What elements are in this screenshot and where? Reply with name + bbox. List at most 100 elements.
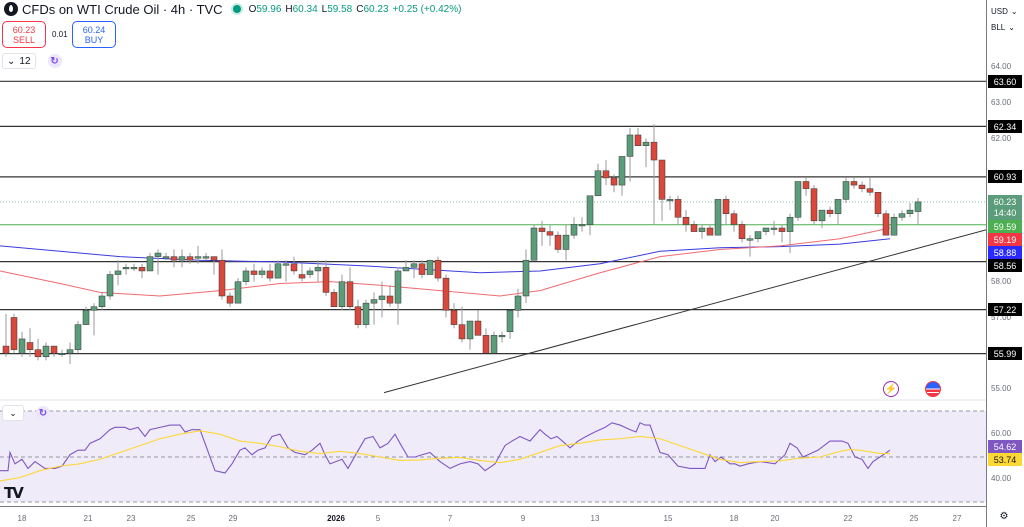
ohlc-values: O59.96 H60.34 L59.58 C60.23 +0.25 (+0.42… [248, 3, 462, 15]
price-tick: 64.00 [991, 62, 1012, 71]
bullish-candle [146, 256, 154, 272]
bearish-candle [386, 295, 394, 304]
bearish-candle [322, 267, 330, 293]
symbol-title[interactable]: CFDs on WTI Crude Oil · 4h · TVC [22, 1, 223, 17]
time-label: 27 [952, 514, 962, 523]
bearish-candle [138, 267, 146, 272]
time-label: 22 [843, 514, 853, 523]
bearish-candle [682, 217, 690, 225]
bullish-candle [586, 195, 594, 225]
bullish-candle [770, 227, 778, 230]
ascending-trendline [383, 229, 986, 394]
indicators-row: ⌄ 12 ↻ [2, 53, 62, 69]
time-label: 29 [228, 514, 238, 523]
bearish-candle [634, 134, 642, 146]
rsi-line [0, 422, 891, 474]
time-label: 9 [520, 514, 526, 523]
bearish-candle [418, 263, 426, 275]
bullish-candle [466, 320, 474, 340]
time-label: 18 [729, 514, 739, 523]
bearish-candle [866, 188, 874, 193]
bullish-candle [58, 352, 66, 355]
bullish-candle [258, 270, 266, 275]
bearish-candle [218, 259, 226, 297]
bullish-candle [490, 335, 498, 354]
rsi-refresh-cycle-icon[interactable]: ↻ [36, 406, 50, 420]
bullish-candle [642, 141, 650, 146]
bearish-candle [210, 256, 218, 261]
time-label: 25 [186, 514, 196, 523]
bearish-candle [10, 317, 18, 350]
market-open-status-icon [232, 5, 241, 13]
bullish-candle [114, 270, 122, 275]
tradingview-logo[interactable]: TV [4, 484, 24, 502]
bullish-candle [906, 209, 914, 214]
bullish-candle [378, 295, 386, 300]
bearish-candle [2, 345, 10, 354]
bullish-candle [714, 199, 722, 236]
chevron-down-icon: ⌄ [1010, 6, 1018, 16]
bearish-candle [882, 213, 890, 236]
sell-button[interactable]: 60.23 SELL [2, 21, 46, 48]
us-flag-event-icon[interactable] [925, 381, 941, 397]
price-chart[interactable] [0, 0, 986, 507]
bearish-candle [874, 191, 882, 214]
rsi-pane-toggle[interactable]: ⌄ [2, 405, 24, 421]
bearish-candle [50, 345, 58, 354]
bullish-candle [666, 199, 674, 202]
rsi-tick: 40.00 [991, 474, 1012, 483]
bearish-candle [610, 177, 618, 186]
bullish-candle [66, 349, 74, 354]
bearish-candle [706, 227, 714, 236]
time-label: 18 [17, 514, 27, 523]
bearish-candle [330, 292, 338, 307]
bearish-candle [554, 234, 562, 250]
price-tick: 58.00 [991, 277, 1012, 286]
rsi-ma-label: 53.74 [988, 453, 1022, 466]
bearish-candle [538, 227, 546, 232]
level-label: 62.34 [988, 120, 1022, 133]
time-label: 7 [447, 514, 453, 523]
indicators-toggle[interactable]: ⌄ 12 [2, 53, 36, 69]
symbol-header: CFDs on WTI Crude Oil · 4h · TVC O59.96 … [4, 1, 461, 17]
oil-drop-icon [4, 2, 18, 16]
bearish-candle [778, 227, 786, 232]
ma-label-green: 59.59 [988, 220, 1022, 233]
unit-dropdown[interactable]: BLL ⌄ [991, 22, 1015, 32]
currency-dropdown[interactable]: USD ⌄ [991, 6, 1018, 16]
bullish-candle [410, 263, 418, 268]
bearish-candle [722, 199, 730, 214]
bearish-candle [858, 184, 866, 189]
bullish-candle [818, 209, 826, 222]
bearish-candle [450, 310, 458, 325]
bullish-candle [842, 181, 850, 200]
bullish-candle [426, 259, 434, 275]
level-label: 60.93 [988, 170, 1022, 183]
trade-panel: 60.23 SELL 0.01 60.24 BUY [2, 21, 116, 48]
bullish-candle [178, 256, 186, 261]
bearish-candle [346, 281, 354, 307]
settings-gear-icon[interactable]: ⚙ [999, 511, 1009, 522]
level-label: 63.60 [988, 75, 1022, 88]
bullish-candle [154, 252, 162, 257]
refresh-cycle-icon[interactable]: ↻ [47, 54, 62, 68]
time-label: 13 [590, 514, 600, 523]
lightning-event-icon[interactable]: ⚡ [883, 381, 899, 397]
chevron-down-icon: ⌄ [1008, 22, 1015, 32]
buy-button[interactable]: 60.24 BUY [72, 21, 116, 48]
rsi-label: 54.62 [988, 440, 1022, 453]
price-tick: 57.00 [991, 313, 1012, 322]
bullish-candle [506, 310, 514, 333]
time-label: 23 [126, 514, 136, 523]
bullish-candle [570, 224, 578, 236]
bullish-candle [754, 231, 762, 239]
bullish-candle [498, 335, 506, 338]
bullish-candle [306, 270, 314, 275]
bearish-candle [826, 209, 834, 214]
bullish-candle [234, 281, 242, 304]
bullish-candle [914, 201, 922, 212]
bearish-candle [266, 270, 274, 279]
rsi-tick: 60.00 [991, 429, 1012, 438]
level-label: 57.22 [988, 303, 1022, 316]
current-price-label: 60.23 14:40 [988, 195, 1022, 220]
